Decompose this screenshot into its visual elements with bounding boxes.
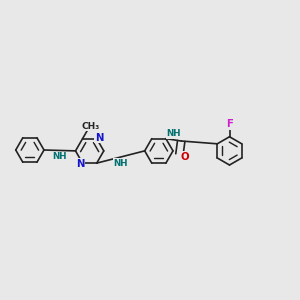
Text: F: F xyxy=(226,119,233,129)
Text: N: N xyxy=(76,159,84,169)
Text: NH: NH xyxy=(113,159,128,168)
Text: O: O xyxy=(180,152,189,162)
Text: NH: NH xyxy=(52,152,67,161)
Text: N: N xyxy=(95,133,103,143)
Text: CH₃: CH₃ xyxy=(82,122,100,130)
Text: NH: NH xyxy=(166,129,181,138)
